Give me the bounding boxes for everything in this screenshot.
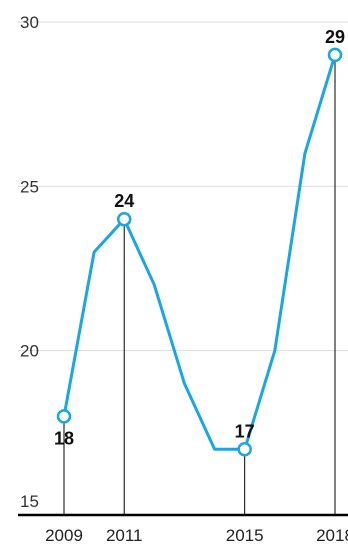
marker-2009 xyxy=(56,409,72,424)
data-label-2009: 18 xyxy=(54,428,74,448)
x-axis-ticks: 2009 2011 2015 2018 xyxy=(45,526,348,545)
y-axis-ticks: 30 25 20 15 xyxy=(20,13,39,511)
marker-2018 xyxy=(327,47,343,63)
marker-2015 xyxy=(237,442,252,457)
data-labels: 18 24 17 29 xyxy=(54,27,345,449)
x-tick-label: 2018 xyxy=(316,526,348,545)
data-label-2015: 17 xyxy=(235,421,255,441)
gridlines xyxy=(18,21,348,352)
drop-lines xyxy=(63,54,336,515)
x-tick-label: 2015 xyxy=(226,526,264,545)
series-line xyxy=(62,54,337,451)
y-tick-label: 25 xyxy=(20,177,39,196)
y-tick-label: 30 xyxy=(20,13,39,32)
y-tick-label: 15 xyxy=(20,492,39,511)
x-tick-label: 2009 xyxy=(45,526,83,545)
highlight-markers xyxy=(56,47,343,457)
marker-2011 xyxy=(116,211,132,227)
data-label-2018: 29 xyxy=(325,27,345,47)
y-tick-label: 20 xyxy=(20,342,39,361)
x-tick-label: 2011 xyxy=(106,526,143,545)
data-label-2011: 24 xyxy=(114,191,134,211)
